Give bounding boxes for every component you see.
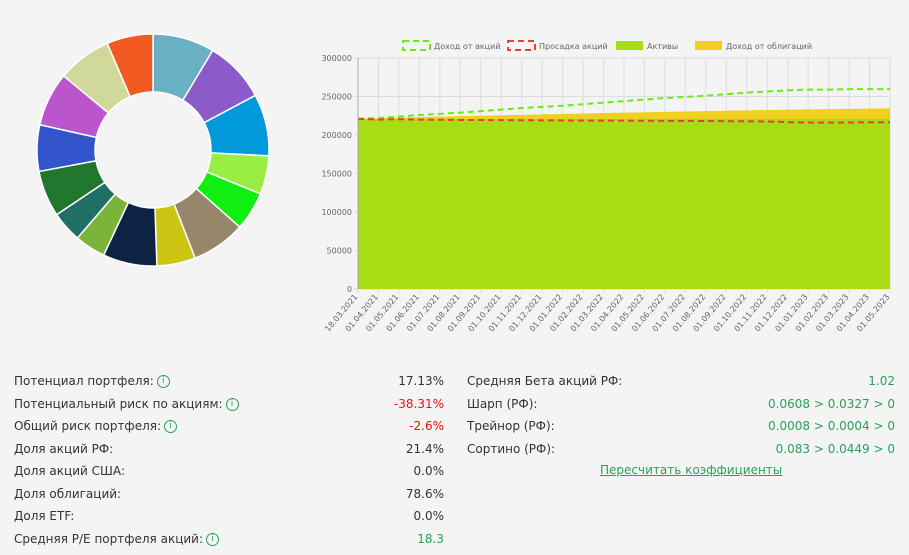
stat-row: Доля ETF: 0.0% [14, 506, 444, 526]
stat-label: Доля облигаций: [14, 486, 122, 501]
svg-text:Доход от облигаций: Доход от облигаций [726, 42, 812, 51]
coefficient-value: 0.0008 > 0.0004 > 0 [768, 419, 895, 433]
coefficient-label: Сортино (РФ): [467, 441, 556, 456]
y-tick-label: 150000 [321, 170, 352, 179]
legend-item[interactable]: Доход от облигаций [695, 41, 812, 51]
y-tick-label: 0 [347, 285, 352, 294]
y-tick-label: 250000 [321, 93, 352, 102]
info-icon[interactable]: i [164, 420, 178, 433]
portfolio-line-chart: 05000010000015000020000025000030000018.0… [321, 40, 892, 333]
stat-row: Общий риск портфеля: i -2.6% [14, 416, 444, 436]
stat-label: Доля акций РФ: [14, 441, 114, 456]
stat-value: -38.31% [393, 396, 444, 411]
coefficient-row: Шарп (РФ): 0.0608 > 0.0327 > 0 [467, 394, 895, 414]
stat-label: Доля акций США: [14, 464, 126, 478]
stat-row: Средняя P/E портфеля акций: i 18.3 [14, 529, 444, 549]
coefficient-row: Трейнор (РФ): 0.0008 > 0.0004 > 0 [467, 416, 895, 436]
coefficient-value: 0.0608 > 0.0327 > 0 [768, 396, 895, 411]
coefficient-row: Сортино (РФ): 0.083 > 0.0449 > 0 [467, 439, 895, 459]
recalculate-coefficients-link[interactable]: Пересчитать коэффициенты [600, 463, 783, 477]
stat-label: Общий риск портфеля: i [14, 416, 178, 436]
stat-value: 0.0% [413, 509, 445, 523]
coefficient-row: Средняя Бета акций РФ: 1.02 [467, 371, 895, 391]
stat-label: Доля ETF: [14, 509, 75, 523]
coefficient-label: Средняя Бета акций РФ: [467, 374, 623, 388]
coefficient-label: Трейнор (РФ): [467, 419, 555, 433]
series-area-assets [358, 118, 890, 289]
info-icon[interactable]: i [225, 397, 239, 411]
svg-text:Доход от акций: Доход от акций [434, 42, 501, 51]
stat-row: Потенциальный риск по акциям: i -38.31% [14, 394, 444, 414]
stat-value: 17.13% [398, 374, 444, 388]
stat-value: -2.6% [409, 419, 444, 433]
donut-slice[interactable] [106, 33, 154, 98]
stat-row: Доля облигаций: 78.6% [14, 484, 444, 504]
y-tick-label: 200000 [321, 131, 352, 140]
series-line-stock-income [357, 88, 890, 120]
stat-row: Доля акций РФ: 21.4% [14, 439, 444, 459]
svg-text:Активы: Активы [647, 42, 678, 51]
legend-item[interactable]: Активы [616, 41, 678, 51]
stat-label: Средняя P/E портфеля акций: i [14, 529, 219, 549]
stat-row: Доля акций США: 0.0% [14, 461, 444, 481]
svg-text:Просадка акций: Просадка акций [539, 42, 608, 51]
allocation-donut-chart [36, 33, 270, 267]
y-tick-label: 100000 [321, 208, 352, 217]
y-tick-label: 50000 [327, 247, 352, 256]
y-tick-label: 300000 [321, 54, 352, 63]
stat-value: 0.0% [413, 464, 445, 478]
coefficient-value: 0.083 > 0.0449 > 0 [775, 441, 895, 456]
stat-row: Потенциал портфеля: i 17.13% [14, 371, 444, 391]
series-line-drawdown [357, 117, 890, 124]
info-icon[interactable]: i [206, 532, 219, 546]
coefficient-value: 1.02 [868, 374, 895, 388]
stat-value: 18.3 [417, 531, 444, 546]
info-icon[interactable]: i [156, 375, 170, 388]
stat-value: 21.4% [405, 441, 444, 456]
stat-label: Потенциальный риск по акциям: i [14, 394, 239, 414]
legend-item[interactable]: Просадка акций [507, 40, 608, 51]
legend-item[interactable]: Доход от акций [402, 40, 501, 51]
coefficient-label: Шарп (РФ): [467, 396, 538, 411]
stat-label: Потенциал портфеля: i [14, 371, 170, 391]
stat-value: 78.6% [405, 486, 444, 501]
